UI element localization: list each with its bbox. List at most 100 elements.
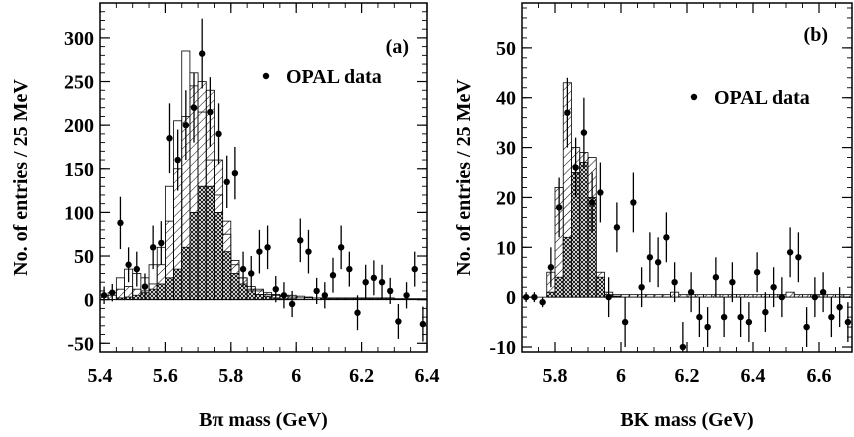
panel-label-b: (b) (804, 24, 828, 46)
data-point (239, 265, 247, 273)
y-tick-label: 200 (64, 115, 94, 137)
hist-bar-cross-hatched (205, 185, 215, 301)
data-point (362, 279, 369, 286)
data-point (190, 104, 198, 111)
data-point (231, 169, 239, 177)
data-point (663, 234, 670, 241)
legend-label-b: OPAL data (714, 87, 810, 109)
data-point (109, 289, 116, 296)
x-tick-label: 6.2 (349, 365, 374, 387)
data-point (646, 254, 654, 261)
legend-a: OPAL data (262, 66, 382, 88)
data-point (836, 303, 843, 311)
y-tick-label: 40 (496, 88, 516, 110)
data-point (679, 343, 687, 351)
ticks-b: 5.8 6 6.2 6.4 6.6 -10 0 10 20 30 40 50 (489, 3, 853, 387)
hist-bar-cross-hatched (148, 288, 158, 301)
data-point (117, 219, 124, 227)
data-point (207, 108, 214, 116)
data-point (745, 318, 753, 326)
x-tick-label: 5.8 (543, 365, 568, 387)
data-point (671, 279, 678, 286)
x-tick-label: 5.4 (88, 365, 113, 387)
data-point (280, 292, 288, 299)
x-axis-label-a: Bπ mass (GeV) (199, 409, 328, 431)
data-point (387, 287, 394, 295)
data-point (720, 313, 728, 321)
hist-bar-cross-hatched (173, 268, 183, 301)
data-point (729, 279, 736, 286)
hist-bar-cross-hatched (595, 276, 605, 298)
data-point (403, 292, 410, 299)
data-point (704, 323, 711, 331)
data-point (346, 265, 353, 273)
histograms-b (522, 82, 852, 298)
data-point (605, 293, 612, 301)
data-point (597, 189, 604, 196)
data-point (712, 274, 720, 281)
data-point (182, 121, 190, 129)
hist-bar-cross-hatched (254, 294, 264, 301)
data-point (141, 283, 149, 290)
hist-bar-cross-hatched (579, 162, 589, 298)
y-tick-label: 50 (496, 38, 516, 60)
data-point (580, 129, 588, 136)
data-point (329, 272, 337, 279)
data-points-a (100, 18, 427, 342)
data-point (696, 313, 703, 321)
y-tick-label: 30 (496, 138, 516, 160)
data-point (844, 318, 852, 326)
data-point (248, 270, 255, 277)
data-point (630, 199, 637, 206)
panel-b: 5.8 6 6.2 6.4 6.6 -10 0 10 20 30 40 50 No. of entri… (453, 2, 853, 431)
hist-bar-cross-hatched (222, 251, 232, 301)
hist-bar-cross-hatched (554, 276, 564, 298)
data-point (174, 156, 181, 164)
data-point (547, 264, 555, 271)
x-tick-label: 6.6 (807, 365, 832, 387)
x-tick-label: 6.4 (741, 365, 766, 387)
data-point (215, 130, 222, 138)
hist-bar-cross-hatched (197, 185, 207, 301)
data-point (621, 318, 629, 326)
data-point (419, 320, 427, 328)
hist-bar-cross-hatched (156, 283, 166, 301)
panel-a: 5.4 5.6 5.8 6 6.2 6.4 -50 0 50 100 150 200 250 300 No… (10, 2, 440, 431)
hist-bar-hatched (295, 295, 305, 301)
y-tick-label: 0 (84, 290, 94, 312)
data-point (166, 135, 173, 142)
x-tick-label: 5.8 (218, 365, 243, 387)
data-point (803, 323, 810, 331)
y-tick-label: 300 (64, 28, 94, 50)
x-axis-label-b: BK mass (GeV) (620, 409, 753, 431)
legend-marker-a (262, 72, 270, 80)
data-point (778, 293, 786, 301)
data-point (588, 199, 596, 206)
hist-bar-cross-hatched (189, 211, 199, 301)
data-point (411, 265, 418, 273)
data-point (819, 288, 827, 296)
data-point (539, 298, 546, 306)
data-point (753, 269, 761, 276)
data-point (564, 109, 571, 116)
y-tick-label: -50 (67, 333, 94, 355)
data-point (370, 274, 378, 282)
data-point (395, 318, 402, 325)
data-point (795, 254, 802, 261)
hist-bar-hatched (785, 291, 795, 298)
data-point (288, 300, 296, 308)
hist-bar-cross-hatched (230, 273, 240, 301)
data-point (305, 248, 312, 255)
data-point (654, 259, 662, 266)
ticks-a: 5.4 5.6 5.8 6 6.2 6.4 -50 0 50 100 150 200 250 300 (64, 2, 440, 387)
data-point (158, 239, 165, 247)
data-point (256, 248, 263, 255)
data-points-b (522, 77, 852, 352)
data-point (638, 283, 645, 291)
data-point (149, 244, 157, 251)
legend-marker-b (690, 93, 698, 101)
data-point (354, 309, 361, 316)
y-tick-label: 100 (64, 202, 94, 224)
data-point (100, 292, 108, 299)
x-tick-label: 6.2 (675, 365, 700, 387)
